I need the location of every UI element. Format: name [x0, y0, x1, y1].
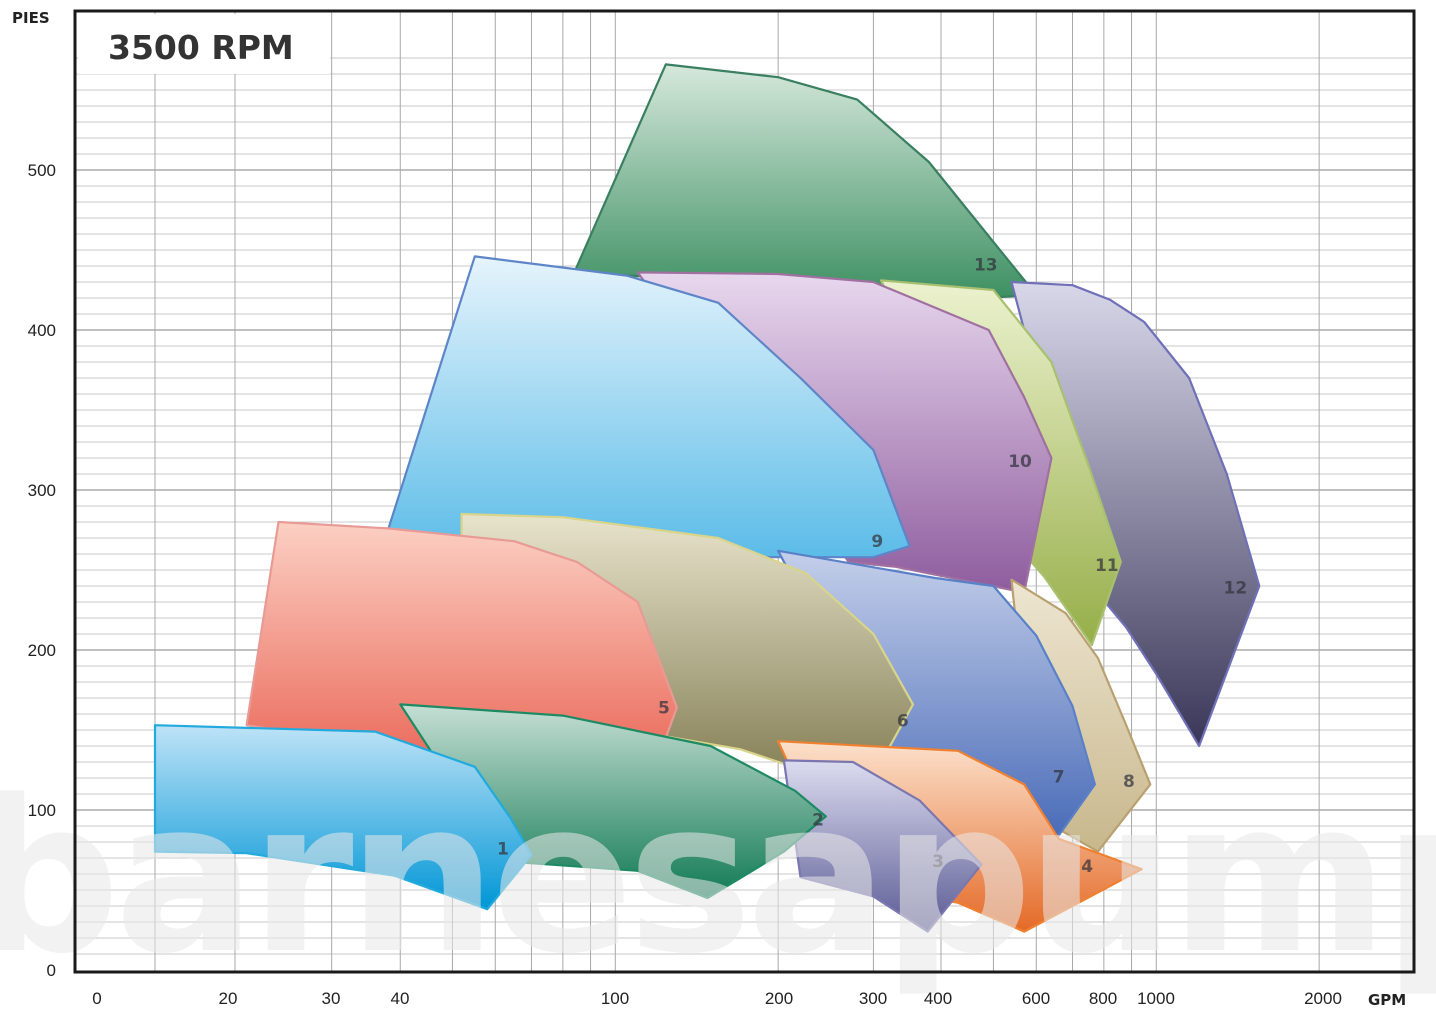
curve-3-area [782, 759, 983, 933]
x-tick-label: 1000 [1137, 989, 1175, 1008]
plot-frame [73, 9, 1416, 974]
y-axis-label: PIES [12, 9, 50, 27]
curve-5-label: 5 [658, 699, 670, 719]
x-tick-label: 20 [219, 989, 238, 1008]
curve-13-label: 13 [974, 255, 998, 275]
curve-11-label: 11 [1095, 556, 1119, 576]
curve-1-area [153, 724, 533, 911]
y-tick-label: 500 [28, 161, 56, 180]
curve-10-label: 10 [1008, 452, 1032, 472]
x-tick-label: 30 [322, 989, 341, 1008]
curve-3-label: 3 [932, 852, 944, 872]
curve-1-label: 1 [497, 839, 509, 859]
y-tick-labels: 0 100 200 300 400 500 [28, 161, 56, 980]
x-tick-label: 0 [92, 989, 101, 1008]
y-tick-label: 100 [28, 801, 56, 820]
y-tick-label: 200 [28, 641, 56, 660]
curve-8-label: 8 [1123, 772, 1135, 792]
curve-labels: 13 12 11 10 9 8 7 6 5 4 3 2 1 [497, 255, 1247, 877]
x-tick-labels: 0 20 30 40 100 200 300 400 600 800 1000 2000 [92, 989, 1342, 1008]
y-tick-label: 0 [47, 961, 56, 980]
x-tick-label: 800 [1089, 989, 1117, 1008]
curve-6-label: 6 [897, 711, 909, 731]
x-tick-label: 300 [859, 989, 887, 1008]
watermark: barnesapumps [0, 755, 1436, 1000]
curve-12-label: 12 [1224, 579, 1248, 599]
curve-areas [153, 63, 1261, 933]
x-tick-label: 600 [1022, 989, 1050, 1008]
curve-4-label: 4 [1081, 857, 1093, 877]
curve-12-area [1010, 280, 1261, 748]
curve-9-label: 9 [871, 532, 883, 552]
y-tick-label: 400 [28, 321, 56, 340]
title-box [78, 14, 330, 74]
x-tick-label: 100 [601, 989, 629, 1008]
x-tick-label: 2000 [1304, 989, 1342, 1008]
x-axis-label: GPM [1368, 991, 1406, 1009]
chart-title: 3500 RPM [108, 28, 294, 67]
x-tick-label: 400 [924, 989, 952, 1008]
curve-2-label: 2 [812, 811, 824, 831]
curve-7-label: 7 [1053, 767, 1065, 787]
x-tick-label: 200 [765, 989, 793, 1008]
x-tick-label: 40 [391, 989, 410, 1008]
y-tick-label: 300 [28, 481, 56, 500]
